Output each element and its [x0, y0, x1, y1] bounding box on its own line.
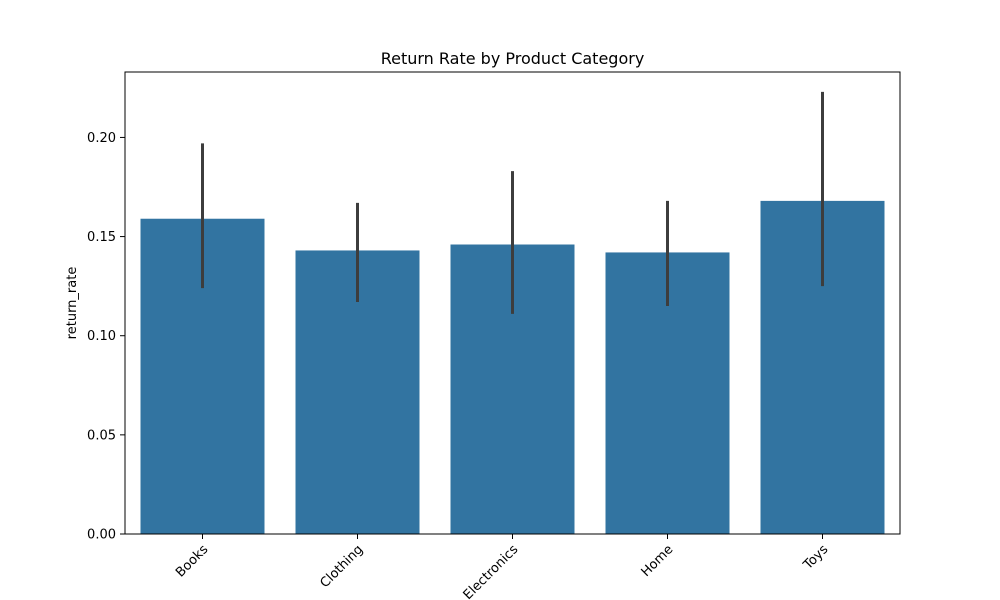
y-axis-label: return_rate	[65, 267, 80, 340]
x-tick-label: Clothing	[317, 542, 366, 591]
y-tick-label: 0.00	[87, 528, 116, 543]
plot-frame	[124, 71, 901, 535]
y-tick-label: 0.15	[87, 230, 116, 245]
x-tick-label: Books	[173, 542, 211, 580]
y-axis: 0.00 0.05 0.10 0.15 0.20	[87, 131, 125, 543]
x-tick-label: Toys	[800, 542, 831, 573]
y-tick-label: 0.05	[87, 428, 116, 443]
x-tick-label: Electronics	[461, 542, 522, 600]
y-tick-label: 0.10	[87, 329, 116, 344]
y-tick-label: 0.20	[87, 131, 116, 146]
error-bars-group	[201, 91, 824, 314]
x-axis: Books Clothing Electronics Home Toys	[173, 534, 831, 600]
chart-title: Return Rate by Product Category	[381, 49, 645, 68]
x-tick-label: Home	[639, 542, 677, 580]
